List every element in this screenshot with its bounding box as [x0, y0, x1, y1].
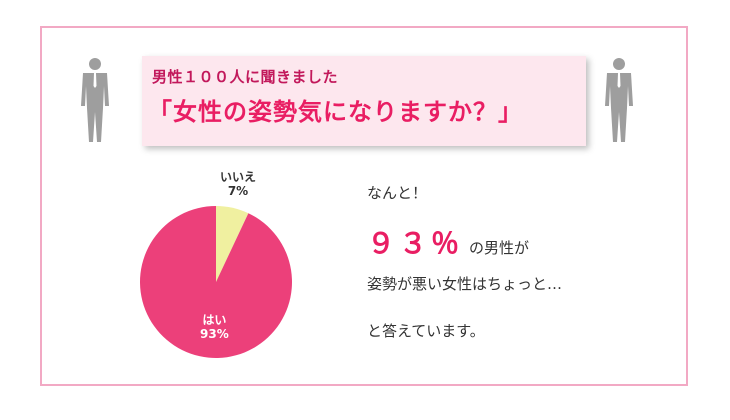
message-line-3: 姿勢が悪い女性はちょっと…: [367, 275, 563, 293]
slice-name-no: いいえ: [220, 170, 257, 184]
percent-highlight: ９３％: [367, 227, 464, 260]
slice-label-no: いいえ 7%: [220, 170, 256, 198]
slice-value-no: 7%: [227, 184, 249, 198]
title-banner: 男性１００人に聞きました 「女性の姿勢気になりますか？」: [142, 56, 586, 146]
businessman-icon-left: [81, 58, 109, 142]
banner-subtitle: 男性１００人に聞きました: [152, 68, 339, 86]
slice-label-yes: はい 93%: [200, 313, 229, 341]
banner-title: 「女性の姿勢気になりますか？」: [148, 98, 523, 126]
pie-chart: [138, 204, 294, 360]
message-line-2-suffix: の男性が: [469, 239, 530, 257]
slice-name-yes: はい: [202, 313, 227, 327]
message-line-2: ９３％ の男性が: [367, 222, 529, 262]
businessman-icon-right: [605, 58, 633, 142]
slice-value-yes: 93%: [200, 327, 229, 341]
pie-slice-no: [216, 206, 249, 282]
message-line-4: と答えています。: [367, 322, 485, 340]
pie-slice-yes: [139, 206, 292, 358]
pie-chart-svg: [139, 206, 292, 358]
message-line-1: なんと！: [367, 184, 428, 202]
